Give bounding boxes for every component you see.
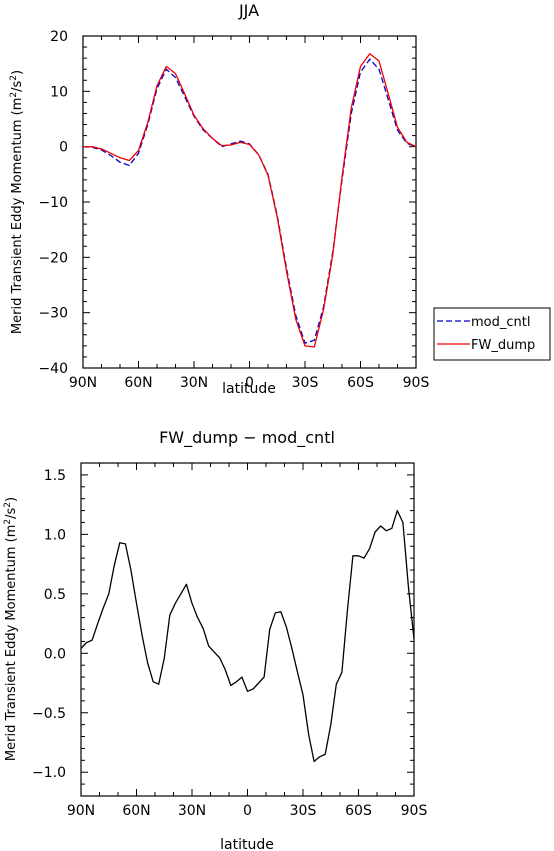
- bottom-axis-ticks: 90N 60N 30N 0 30S 60S 90S 1.5 1.0 0.5 0.0 −0.5 −1.0: [32, 462, 428, 819]
- bottom-y-tick-label: 1.0: [44, 527, 66, 543]
- bottom-x-tick-label: 90N: [67, 803, 95, 819]
- top-x-tick-label: 90S: [403, 375, 430, 391]
- legend: mod_cntl FW_dump: [433, 307, 551, 361]
- top-x-tick-label: 30N: [180, 375, 208, 391]
- top-x-tick-label: 90N: [69, 375, 97, 391]
- top-y-tick-label: 20: [50, 29, 68, 45]
- bottom-y-axis-label: Merid Transient Eddy Momentum (m2/s2): [3, 497, 19, 761]
- legend-fw-dump-label: FW_dump: [471, 338, 535, 353]
- legend-mod-cntl-label: mod_cntl: [471, 315, 530, 330]
- top-x-axis-label: latitude: [222, 381, 276, 397]
- bottom-x-axis-label: latitude: [220, 837, 274, 851]
- bottom-series-line-0: [80, 509, 415, 763]
- top-chart-title: JJA: [238, 1, 259, 20]
- bottom-chart-title: FW_dump − mod_cntl: [159, 428, 335, 448]
- bottom-x-tick-label: 30N: [178, 803, 206, 819]
- top-x-tick-label: 60S: [347, 375, 374, 391]
- top-y-tick-label: −40: [38, 361, 68, 377]
- top-series-line-fw-dump: [83, 53, 417, 348]
- bottom-x-tick-label: 90S: [401, 803, 428, 819]
- top-y-axis-label: Merid Transient Eddy Momentum (m2/s2): [9, 70, 25, 334]
- top-y-tick-label: −20: [38, 250, 68, 266]
- top-y-tick-label: −10: [38, 195, 68, 211]
- top-x-tick-label: 60N: [124, 375, 152, 391]
- bottom-y-tick-label: −1.0: [32, 765, 66, 781]
- bottom-series-lines: [80, 509, 415, 763]
- bottom-y-tick-label: 0.0: [44, 646, 66, 662]
- top-series-lines: [82, 53, 417, 348]
- top-y-tick-label: 10: [50, 84, 68, 100]
- top-axis-ticks: 90N 60N 30N 0 30S 60S 90S 20 10 0 −10 −20 −30 −40: [38, 29, 429, 391]
- bottom-x-tick-label: 60S: [345, 803, 372, 819]
- top-panel: JJA 90N 60N 30N 0 30S 60S 90S 20 10 0 −10 −20 −30 −40…: [9, 1, 429, 397]
- bottom-x-tick-label: 30S: [290, 803, 317, 819]
- top-y-tick-label: 0: [59, 140, 68, 156]
- bottom-y-tick-label: 0.5: [44, 587, 66, 603]
- top-x-tick-label: 30S: [292, 375, 319, 391]
- top-x-tick-label: 0: [245, 375, 254, 391]
- bottom-x-tick-label: 0: [243, 803, 252, 819]
- bottom-y-tick-label: 1.5: [44, 468, 66, 484]
- bottom-panel: FW_dump − mod_cntl 90N 60N 30N 0 30S 60S 90S 1.…: [3, 428, 427, 851]
- legend-box: [433, 307, 551, 361]
- bottom-y-tick-label: −0.5: [32, 706, 66, 722]
- bottom-x-tick-label: 60N: [122, 803, 150, 819]
- top-y-tick-label: −30: [38, 306, 68, 322]
